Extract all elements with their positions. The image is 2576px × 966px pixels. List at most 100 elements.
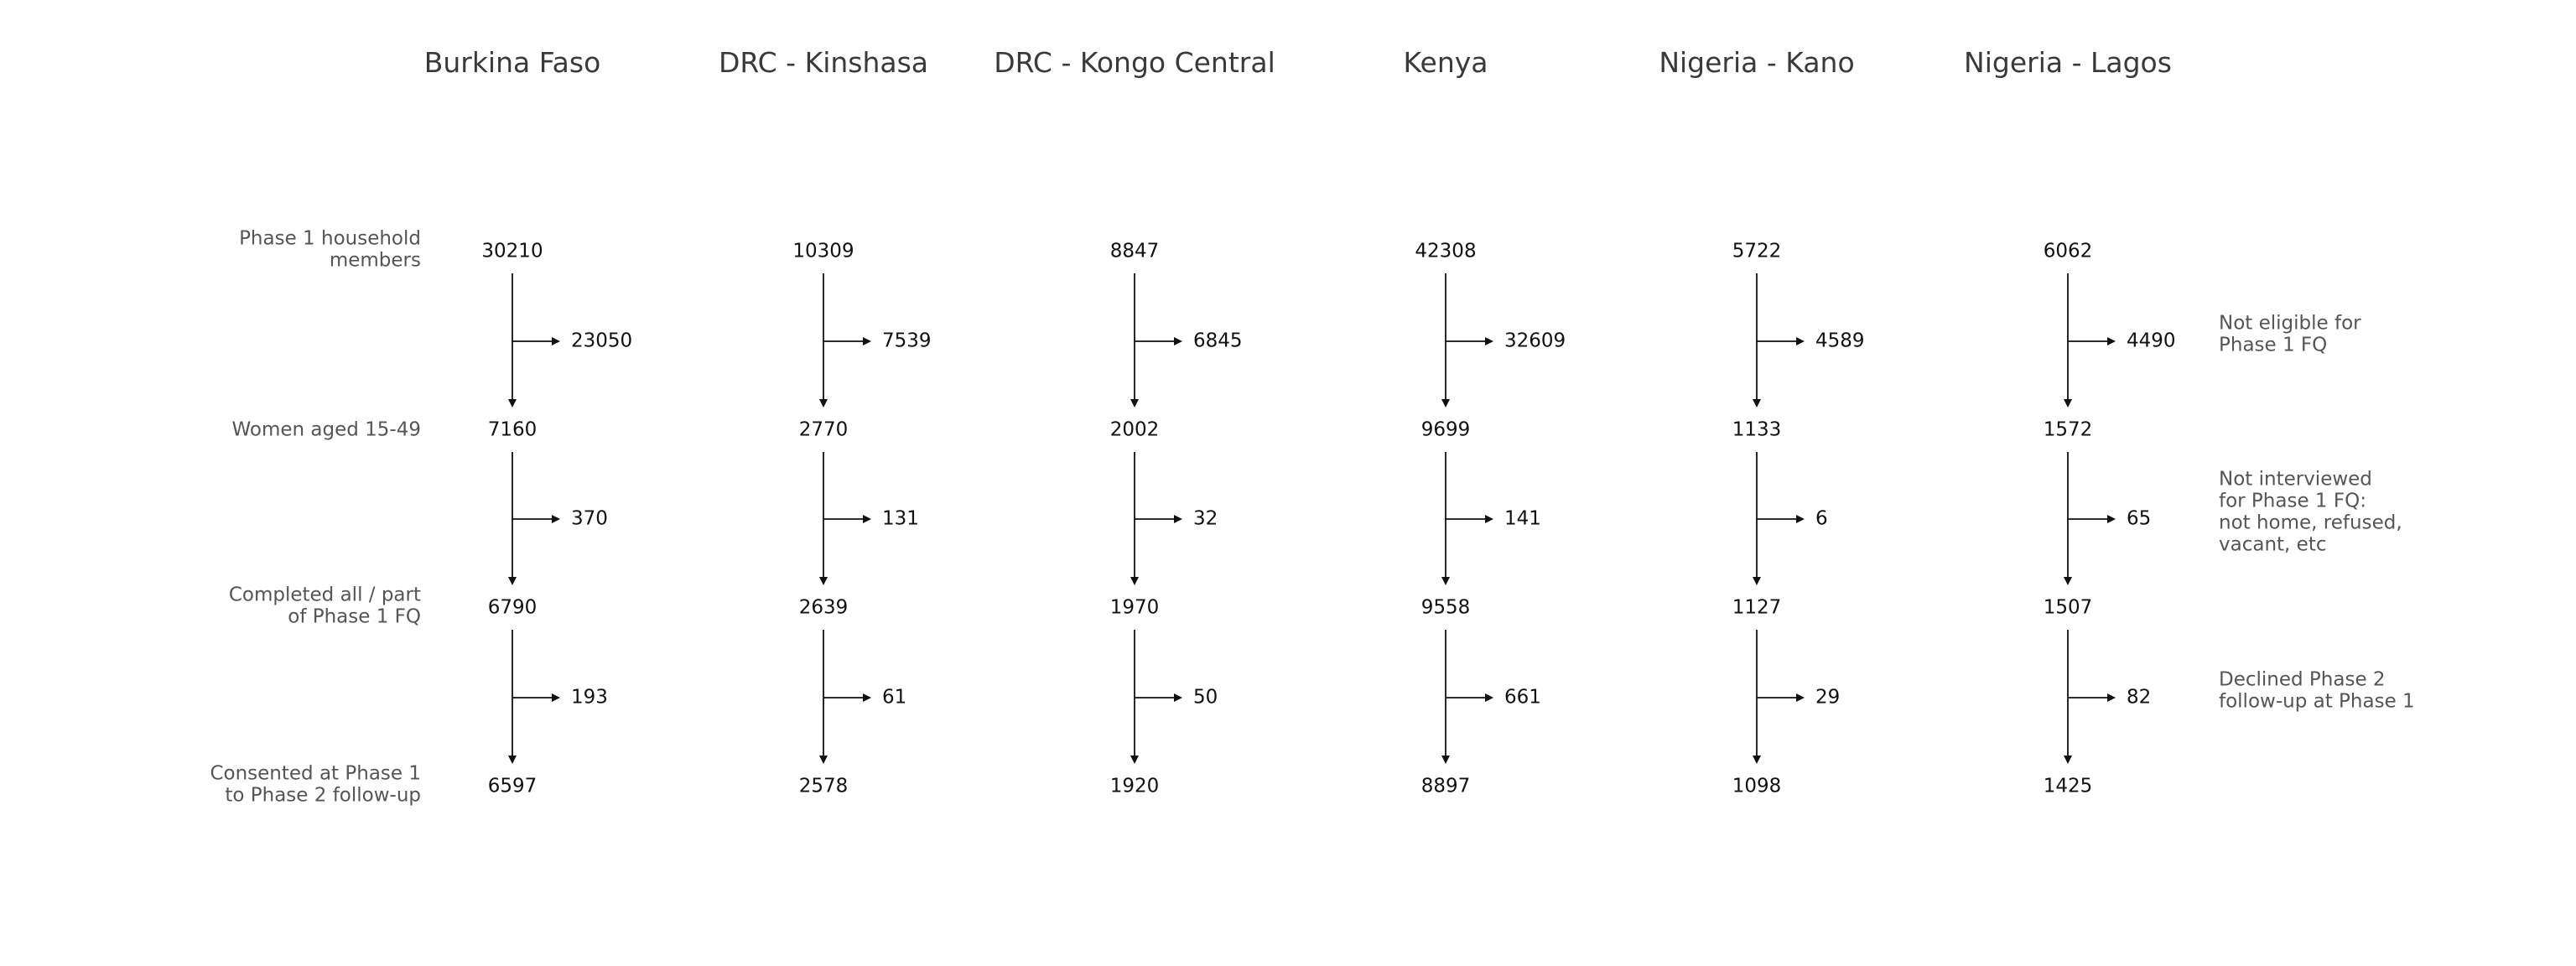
country-title: Nigeria - Kano — [1659, 46, 1854, 79]
stage-value: 1127 — [1732, 597, 1782, 619]
down-arrowhead — [1753, 577, 1761, 585]
country-title: Kenya — [1404, 46, 1488, 79]
right-arrowhead — [1174, 515, 1182, 523]
stage-value: 42308 — [1415, 241, 1476, 262]
exit-value: 131 — [882, 508, 919, 530]
country-title: DRC - Kinshasa — [719, 46, 928, 79]
country-title: Burkina Faso — [424, 46, 601, 79]
stage-value: 1572 — [2044, 419, 2093, 441]
country-column: 8847 2002 1970 1920 6845 32 50 — [1110, 241, 1243, 797]
stage-value: 6062 — [2044, 241, 2093, 262]
right-arrowhead — [1485, 515, 1493, 523]
row-label-line: members — [330, 250, 421, 272]
exit-value: 61 — [882, 687, 906, 709]
down-arrowhead — [1441, 577, 1450, 585]
exit-label-line: follow-up at Phase 1 — [2219, 691, 2415, 713]
exit-value: 370 — [571, 508, 608, 530]
stage-value: 30210 — [481, 241, 543, 262]
country-column: 30210 7160 6790 6597 23050 370 193 — [481, 241, 632, 797]
stage-value: 2770 — [799, 419, 849, 441]
right-arrowhead — [1796, 693, 1805, 702]
down-arrowhead — [1130, 756, 1139, 764]
country-titles: Burkina Faso DRC - Kinshasa DRC - Kongo Ce… — [424, 46, 2172, 79]
down-arrowhead — [1441, 399, 1450, 408]
row-label-line: Consented at Phase 1 — [210, 763, 421, 785]
stage-value: 6597 — [488, 776, 538, 797]
down-arrowhead — [2064, 399, 2072, 408]
right-arrowhead — [552, 693, 560, 702]
exit-value: 4589 — [1815, 330, 1865, 352]
exit-value: 50 — [1193, 687, 1218, 709]
down-arrowhead — [508, 756, 517, 764]
exit-value: 6 — [1815, 508, 1828, 530]
down-arrowhead — [2064, 756, 2072, 764]
stage-value: 2002 — [1110, 419, 1160, 441]
right-arrowhead — [1796, 337, 1805, 345]
down-arrowhead — [2064, 577, 2072, 585]
country-flows: 30210 7160 6790 6597 23050 370 193 10309 2770 263… — [481, 241, 2175, 797]
stage-value: 5722 — [1732, 241, 1782, 262]
right-arrowhead — [2107, 337, 2116, 345]
row-label-line: to Phase 2 follow-up — [225, 785, 421, 807]
row-label-line: Completed all / part — [229, 584, 421, 606]
row-label: Women aged 15-49 — [232, 419, 422, 441]
down-arrowhead — [819, 756, 828, 764]
exit-label-line: Not interviewed — [2219, 469, 2372, 491]
exit-label-line: vacant, etc — [2219, 534, 2326, 556]
exit-value: 7539 — [882, 330, 932, 352]
stage-value: 1098 — [1732, 776, 1782, 797]
country-column: 42308 9699 9558 8897 32609 141 661 — [1415, 241, 1566, 797]
country-column: 10309 2770 2639 2578 7539 131 61 — [792, 241, 931, 797]
down-arrowhead — [1130, 577, 1139, 585]
right-arrowhead — [863, 515, 871, 523]
stage-value: 1133 — [1732, 419, 1782, 441]
country-column: 6062 1572 1507 1425 4490 65 82 — [2044, 241, 2176, 797]
right-arrowhead — [2107, 693, 2116, 702]
down-arrowhead — [819, 399, 828, 408]
stage-value: 1507 — [2044, 597, 2093, 619]
right-arrowhead — [1485, 693, 1493, 702]
stage-value: 1970 — [1110, 597, 1160, 619]
exit-value: 661 — [1504, 687, 1541, 709]
exit-value: 141 — [1504, 508, 1541, 530]
right-arrowhead — [1796, 515, 1805, 523]
exit-label-line: for Phase 1 FQ: — [2219, 491, 2366, 512]
exit-label-line: Phase 1 FQ — [2219, 335, 2327, 356]
exit-value: 4490 — [2127, 330, 2176, 352]
down-arrowhead — [1753, 756, 1761, 764]
stage-value: 9558 — [1421, 597, 1471, 619]
country-column: 5722 1133 1127 1098 4589 6 29 — [1732, 241, 1865, 797]
down-arrowhead — [1753, 399, 1761, 408]
down-arrowhead — [508, 399, 517, 408]
right-arrowhead — [552, 337, 560, 345]
exit-label-line: not home, refused, — [2219, 512, 2402, 534]
row-label: Consented at Phase 1to Phase 2 follow-up — [210, 763, 421, 807]
down-arrowhead — [1441, 756, 1450, 764]
exit-value: 32609 — [1504, 330, 1566, 352]
stage-value: 2639 — [799, 597, 849, 619]
stage-value: 2578 — [799, 776, 849, 797]
right-arrowhead — [552, 515, 560, 523]
stage-value: 10309 — [792, 241, 854, 262]
exit-value: 23050 — [571, 330, 632, 352]
down-arrowhead — [819, 577, 828, 585]
exit-value: 193 — [571, 687, 608, 709]
stage-value: 1920 — [1110, 776, 1160, 797]
country-title: Nigeria - Lagos — [1964, 46, 2172, 79]
exit-label-line: Not eligible for — [2219, 313, 2361, 335]
row-label-line: of Phase 1 FQ — [288, 606, 421, 628]
row-label-line: Women aged 15-49 — [232, 419, 422, 441]
exit-value: 6845 — [1193, 330, 1243, 352]
exit-value: 82 — [2127, 687, 2151, 709]
right-arrowhead — [863, 337, 871, 345]
exit-value: 29 — [1815, 687, 1840, 709]
stage-value: 9699 — [1421, 419, 1471, 441]
stage-value: 6790 — [488, 597, 538, 619]
right-arrowhead — [1174, 337, 1182, 345]
